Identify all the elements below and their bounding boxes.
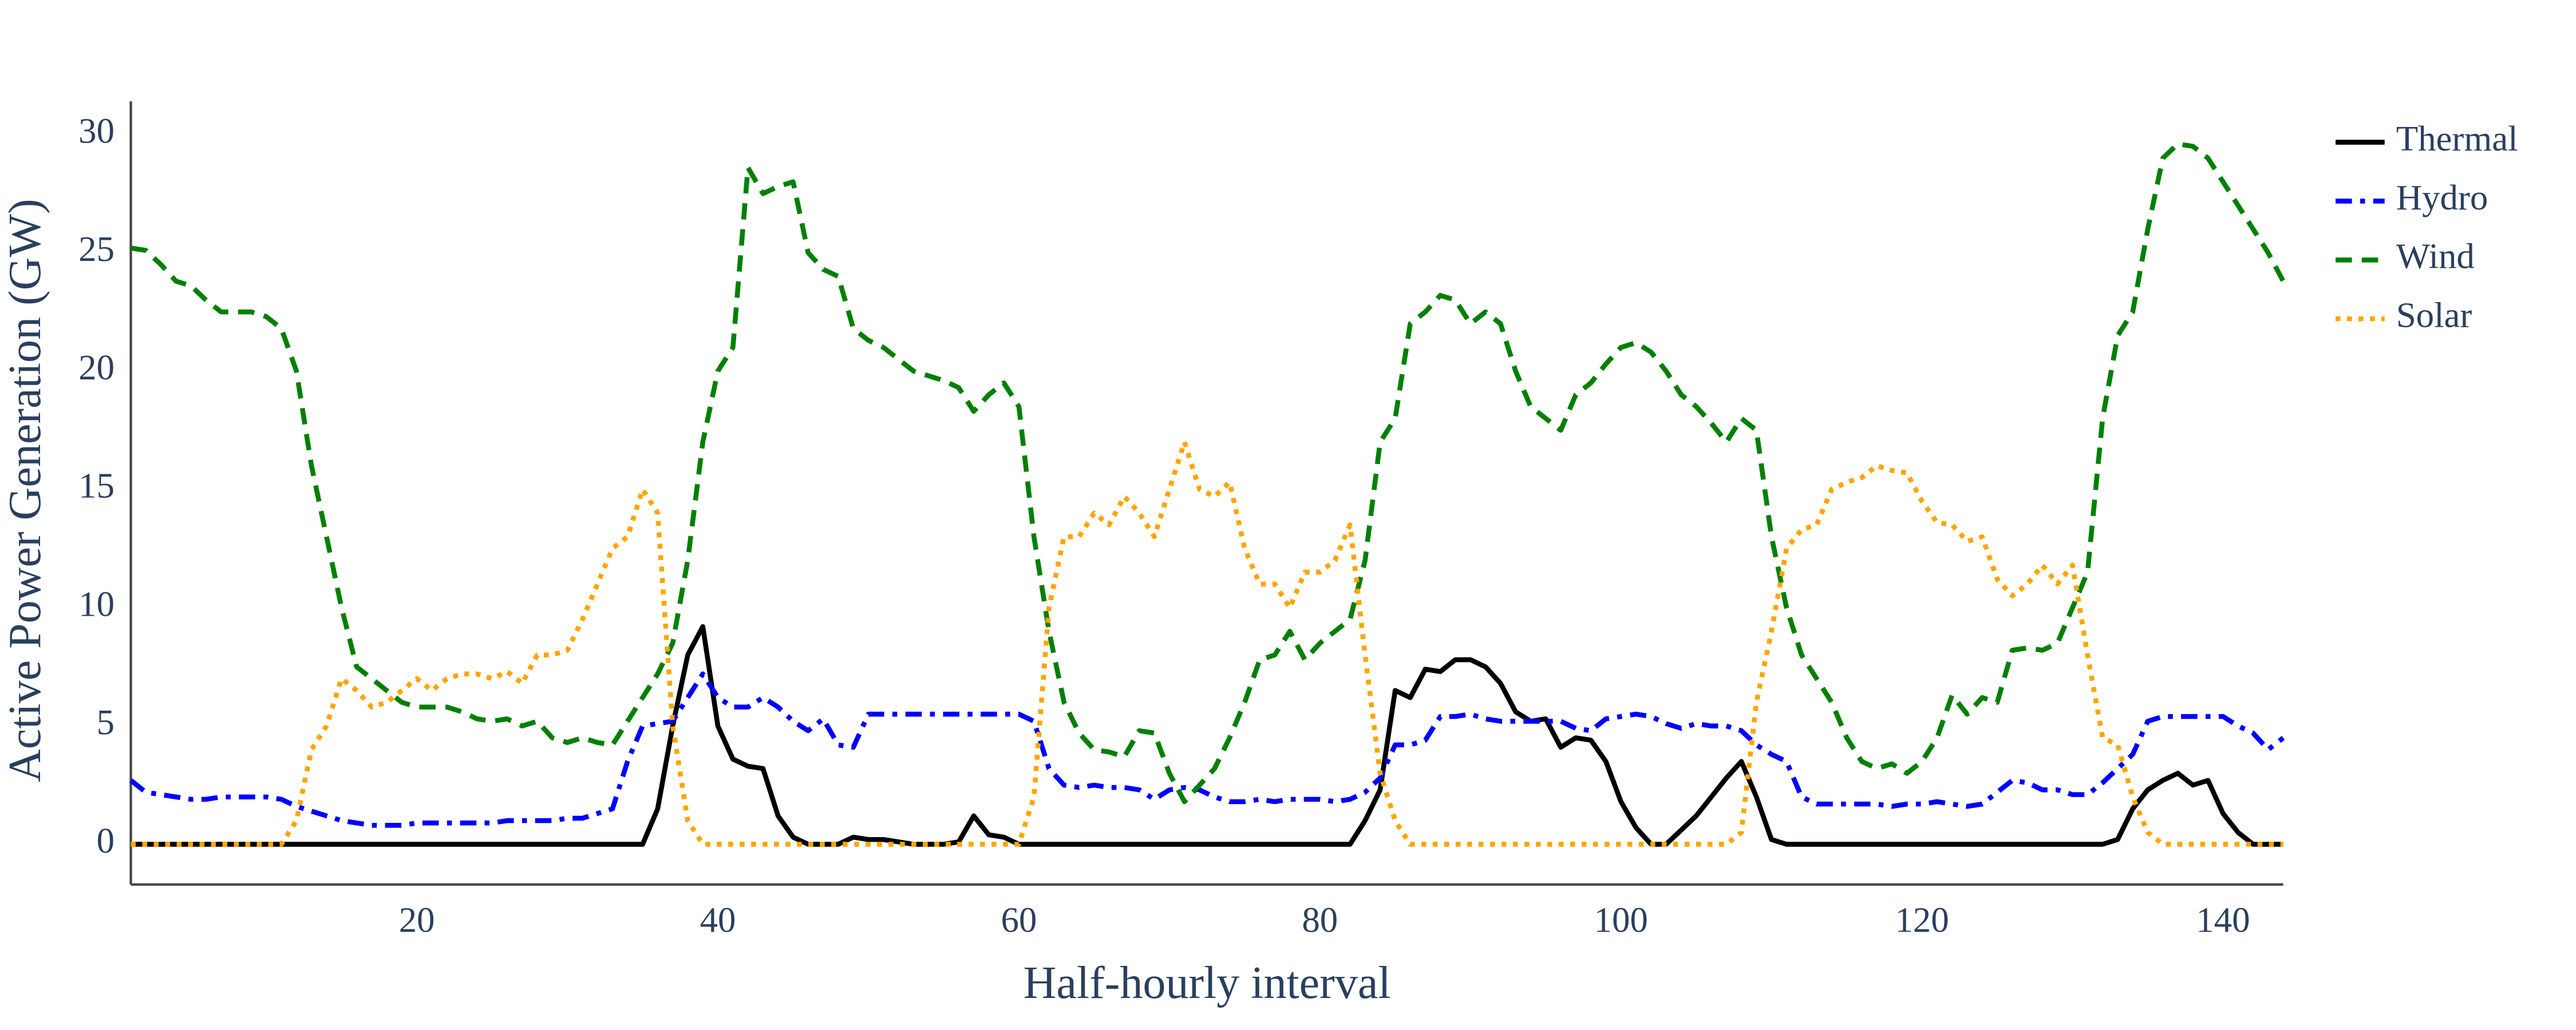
x-tick-label: 20 <box>399 900 435 940</box>
series-line <box>131 439 2283 847</box>
y-tick-label: 5 <box>97 702 114 742</box>
x-tick-label: 100 <box>1594 900 1648 940</box>
y-axis-title: Active Power Generation (GW) <box>0 199 50 782</box>
series-line <box>129 671 2285 828</box>
legend-label: Wind <box>2396 236 2475 276</box>
y-tick-label: 10 <box>78 584 114 624</box>
x-axis-title: Half-hourly interval <box>1024 958 1391 1008</box>
y-tick-label: 30 <box>78 110 114 150</box>
legend-label: Hydro <box>2396 177 2488 217</box>
legend-label: Solar <box>2396 295 2472 335</box>
y-tick-label: 15 <box>78 466 114 506</box>
y-tick-label: 20 <box>78 347 114 387</box>
y-tick-label: 0 <box>97 821 114 861</box>
x-tick-label: 40 <box>700 900 736 940</box>
x-tick-label: 80 <box>1302 900 1338 940</box>
x-tick-label: 60 <box>1001 900 1037 940</box>
series-line <box>130 141 2286 805</box>
x-tick-label: 140 <box>2196 900 2250 940</box>
y-tick-label: 25 <box>78 229 114 269</box>
series-line <box>131 624 2283 847</box>
legend-label: Thermal <box>2396 118 2518 159</box>
x-tick-label: 120 <box>1895 900 1949 940</box>
